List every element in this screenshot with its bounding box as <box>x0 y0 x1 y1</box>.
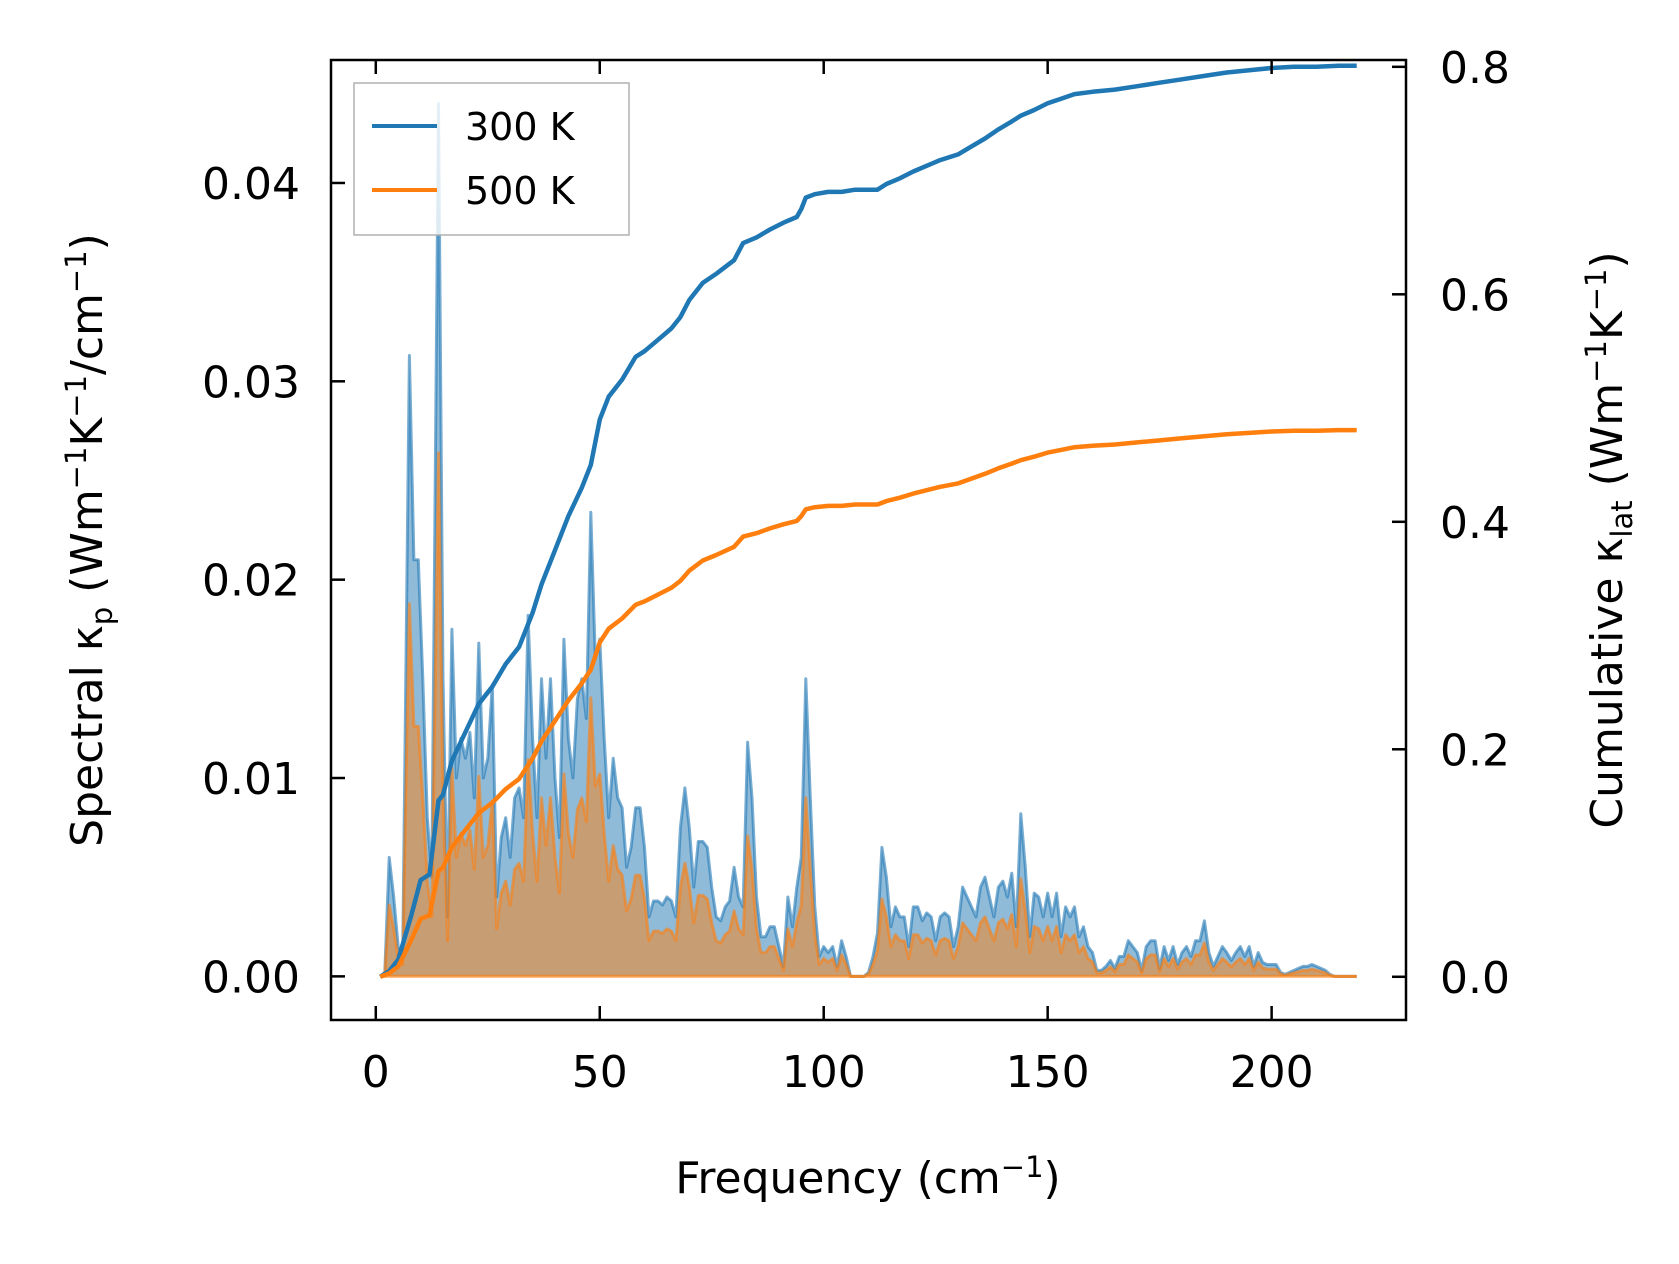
axis-ticks: 0 50 100 150 200 0.00 0.01 0.02 0.03 0.04 0.0 0.2 0.… <box>202 43 1510 1098</box>
y-right-tick-label: 0.0 <box>1440 953 1510 1004</box>
y-left-tick-label: 0.02 <box>202 556 300 607</box>
y-right-tick-label: 0.6 <box>1440 270 1510 321</box>
spectral-area-500k <box>380 452 1357 977</box>
y-right-axis-title: Cumulative κlat (Wm−1K−1) <box>1579 251 1639 828</box>
y-left-tick-label: 0.01 <box>202 754 300 805</box>
y-right-tick-label: 0.2 <box>1440 725 1510 776</box>
legend-label-500k: 500 K <box>465 169 576 213</box>
y-left-tick-label: 0.00 <box>202 952 300 1003</box>
y-right-tick-label: 0.4 <box>1440 498 1510 549</box>
spectral-fill-layer <box>379 102 1357 978</box>
cumulative-line-500k <box>379 427 1357 979</box>
plot-frame <box>329 58 1408 1022</box>
y-right-tick-label: 0.8 <box>1440 43 1510 94</box>
legend-box <box>353 82 630 236</box>
y-left-tick-label: 0.03 <box>202 357 300 408</box>
cumulative-line-300k <box>379 63 1357 979</box>
x-tick-label: 0 <box>362 1047 390 1098</box>
x-tick-label: 150 <box>1006 1047 1090 1098</box>
x-tick-label: 50 <box>572 1047 628 1098</box>
y-left-tick-label: 0.04 <box>202 159 300 210</box>
legend-label-300k: 300 K <box>465 105 576 149</box>
x-tick-label: 100 <box>782 1047 866 1098</box>
y-left-axis-title: Spectral κp (Wm−1K−1/cm−1) <box>59 233 119 847</box>
x-axis-title: Frequency (cm−1) <box>675 1150 1060 1204</box>
x-tick-label: 200 <box>1230 1047 1314 1098</box>
legend: 300 K 500 K <box>353 82 630 236</box>
cumulative-line-layer <box>379 63 1357 979</box>
